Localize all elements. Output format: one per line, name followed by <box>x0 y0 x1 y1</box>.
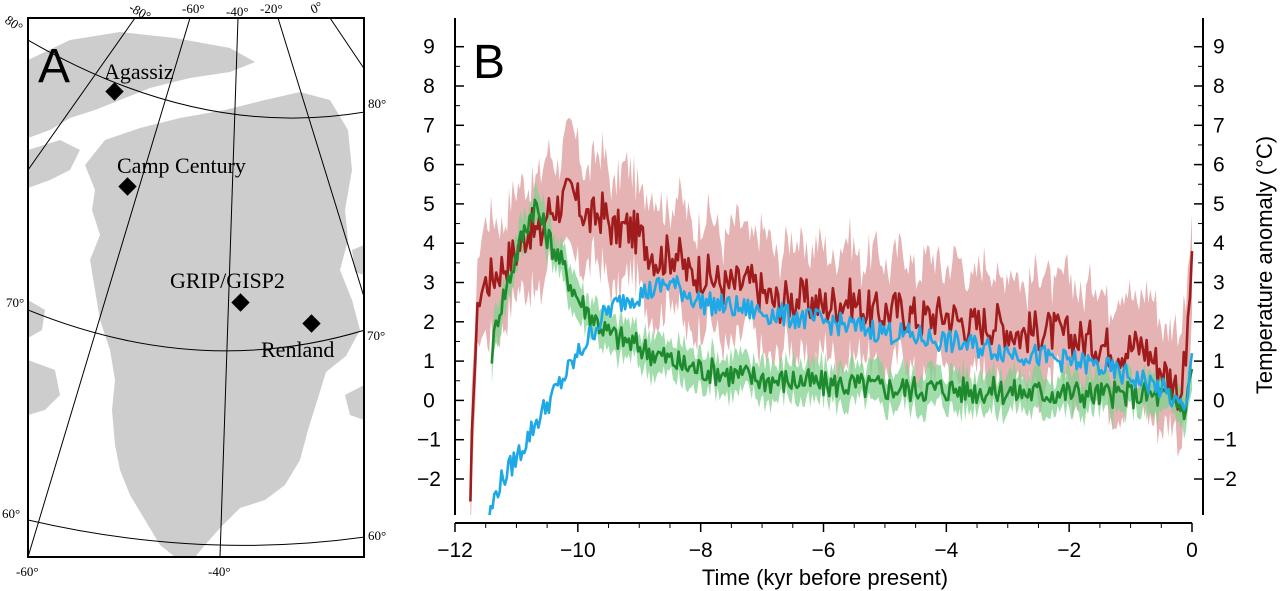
x-tick-label: −4 <box>934 539 958 562</box>
x-ticks: −12 −10 −8 −6 −4 −2 0 <box>437 523 1198 562</box>
y-tick-label-right: 1 <box>1213 350 1225 373</box>
y-tick-label-right: 6 <box>1213 154 1225 177</box>
lat-label-right-80: 80° <box>368 96 386 111</box>
y-tick-label-left: −1 <box>417 429 441 452</box>
lon-label-minus60: -60° <box>182 1 205 16</box>
lat-label-left-60: 60° <box>2 506 20 521</box>
site-label-grip-gisp2: GRIP/GISP2 <box>170 268 285 293</box>
y-tick-label-left: 1 <box>423 350 435 373</box>
y-tick-label-right: 3 <box>1213 272 1225 295</box>
band-red <box>470 118 1192 515</box>
y-tick-label-left: 9 <box>423 36 435 59</box>
y-tick-label-right: 8 <box>1213 75 1225 98</box>
lat-label-right-60: 60° <box>368 528 386 543</box>
y-tick-label-left: 0 <box>423 389 435 412</box>
lon-label-0: 0° <box>308 0 325 17</box>
lat-label-left-70: 70° <box>6 295 24 310</box>
site-label-agassiz: Agassiz <box>104 59 174 84</box>
y-tick-label-left: 5 <box>423 193 435 216</box>
series-line-green <box>490 198 1194 421</box>
y-tick-label-left: 8 <box>423 75 435 98</box>
map-frame <box>27 17 365 558</box>
y-tick-label-left: 4 <box>423 232 435 255</box>
x-tick-label: −2 <box>1057 539 1081 562</box>
panel-a-letter: A <box>38 40 70 93</box>
site-marker-renland <box>302 314 321 333</box>
map-landmass <box>28 32 364 557</box>
lon-label-bottom-minus40: -40° <box>208 564 231 579</box>
site-marker-grip-gisp2 <box>231 293 250 312</box>
lon-label-minus20: -20° <box>260 1 283 16</box>
y-tick-label-left: 6 <box>423 154 435 177</box>
y-tick-label-right: 4 <box>1213 232 1225 255</box>
site-marker-camp-century <box>118 177 137 196</box>
site-marker-agassiz <box>105 82 124 101</box>
map-graticule <box>28 18 364 557</box>
lat-label-top-80: 80° <box>2 12 26 35</box>
y-tick-label-right: 2 <box>1213 311 1225 334</box>
x-axis-title: Time (kyr before present) <box>702 565 948 590</box>
map-panel: A 80° -80° -60° -40° -20° 0° 80° 70° 60°… <box>2 0 386 579</box>
series-line-blue <box>488 275 1194 515</box>
y-tick-label-right: −1 <box>1213 429 1237 452</box>
y-tick-label-left: 3 <box>423 272 435 295</box>
site-label-renland: Renland <box>261 337 334 362</box>
lon-label-minus40: -40° <box>226 4 249 19</box>
y-tick-label-left: −2 <box>417 468 441 491</box>
x-tick-label: −6 <box>812 539 836 562</box>
y-tick-label-left: 7 <box>423 114 435 137</box>
series-line-red <box>469 177 1194 502</box>
y-ticks-left: −2 −1 0 1 2 3 4 5 6 7 8 9 <box>417 36 464 491</box>
x-tick-label: −8 <box>689 539 713 562</box>
x-tick-label: −10 <box>560 539 596 562</box>
lon-label-bottom-minus60: -60° <box>16 564 39 579</box>
y-ticks-right: −2 −1 0 1 2 3 4 5 6 7 8 9 <box>1194 36 1237 491</box>
y-tick-label-left: 2 <box>423 311 435 334</box>
y-tick-label-right: 7 <box>1213 114 1225 137</box>
panel-b-letter: B <box>473 36 505 89</box>
y-tick-label-right: −2 <box>1213 468 1237 491</box>
y-tick-label-right: 5 <box>1213 193 1225 216</box>
lon-label-minus80: -80° <box>127 0 154 24</box>
site-label-camp-century: Camp Century <box>117 153 246 178</box>
y-tick-label-right: 0 <box>1213 389 1225 412</box>
x-tick-label: −12 <box>437 539 473 562</box>
series-lines <box>469 177 1194 515</box>
y-tick-label-right: 9 <box>1213 36 1225 59</box>
lat-label-right-70: 70° <box>367 328 385 343</box>
y-axis-title: Temperature anomaly (°C) <box>1252 136 1277 394</box>
x-tick-label: 0 <box>1186 539 1198 562</box>
